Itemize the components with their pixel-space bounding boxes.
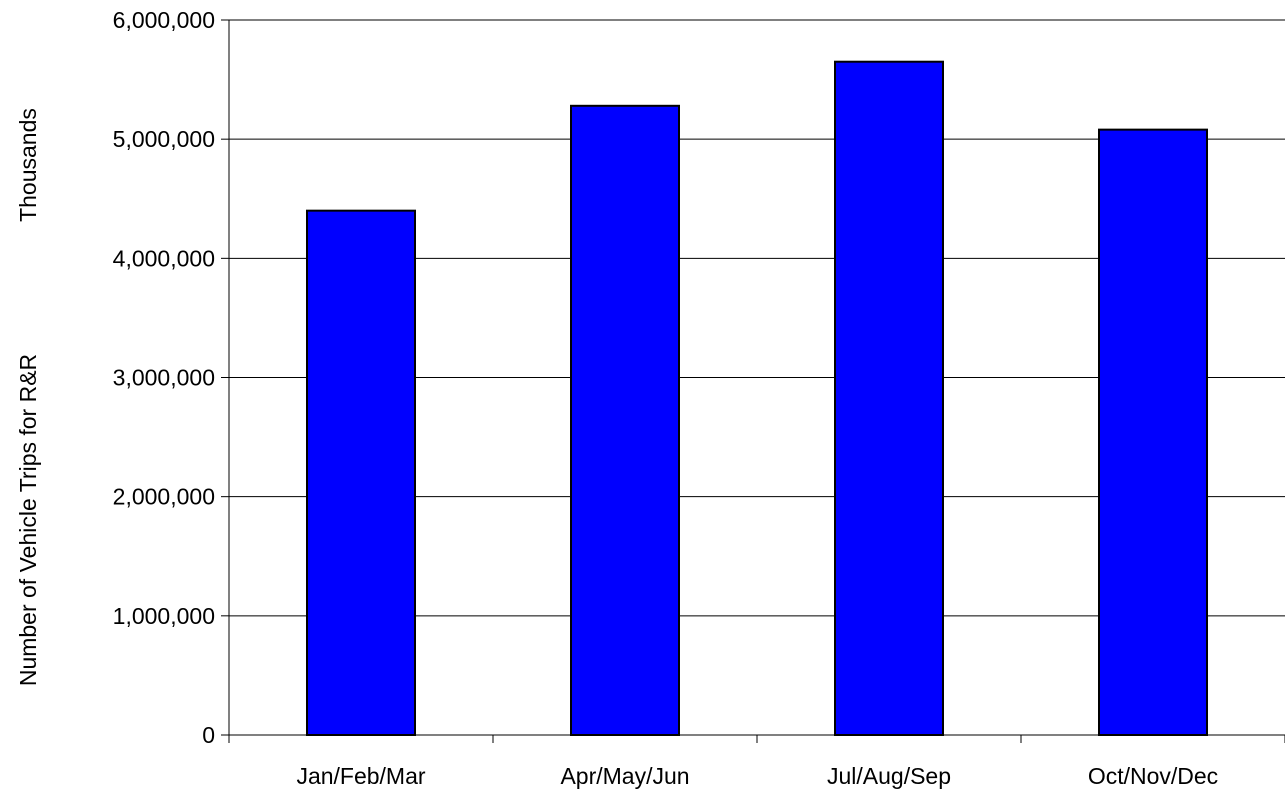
y-axis-units-label: Thousands xyxy=(15,108,41,222)
axes xyxy=(221,19,1285,743)
bars xyxy=(306,60,1208,737)
y-tick-label: 3,000,000 xyxy=(113,365,215,391)
y-axis-title: Number of Vehicle Trips for R&R xyxy=(15,354,41,686)
y-tick-labels: 0 1,000,000 2,000,000 3,000,000 4,000,000 5,0… xyxy=(113,7,215,748)
y-tick-label: 1,000,000 xyxy=(113,603,215,629)
x-tick-label: Jul/Aug/Sep xyxy=(827,763,951,789)
bar xyxy=(1098,128,1208,736)
bar xyxy=(306,209,416,736)
y-tick-label: 4,000,000 xyxy=(113,245,215,271)
bar xyxy=(834,60,944,737)
bar xyxy=(570,104,680,737)
y-tick-label: 6,000,000 xyxy=(113,7,215,33)
y-tick-label: 5,000,000 xyxy=(113,126,215,152)
y-tick-label: 2,000,000 xyxy=(113,484,215,510)
y-tick-label: 0 xyxy=(202,722,215,748)
x-tick-label: Apr/May/Jun xyxy=(560,763,689,789)
x-tick-label: Jan/Feb/Mar xyxy=(296,763,425,789)
x-tick-label: Oct/Nov/Dec xyxy=(1088,763,1218,789)
x-tick-labels: Jan/Feb/Mar Apr/May/Jun Jul/Aug/Sep Oct/Nov… xyxy=(296,763,1218,789)
